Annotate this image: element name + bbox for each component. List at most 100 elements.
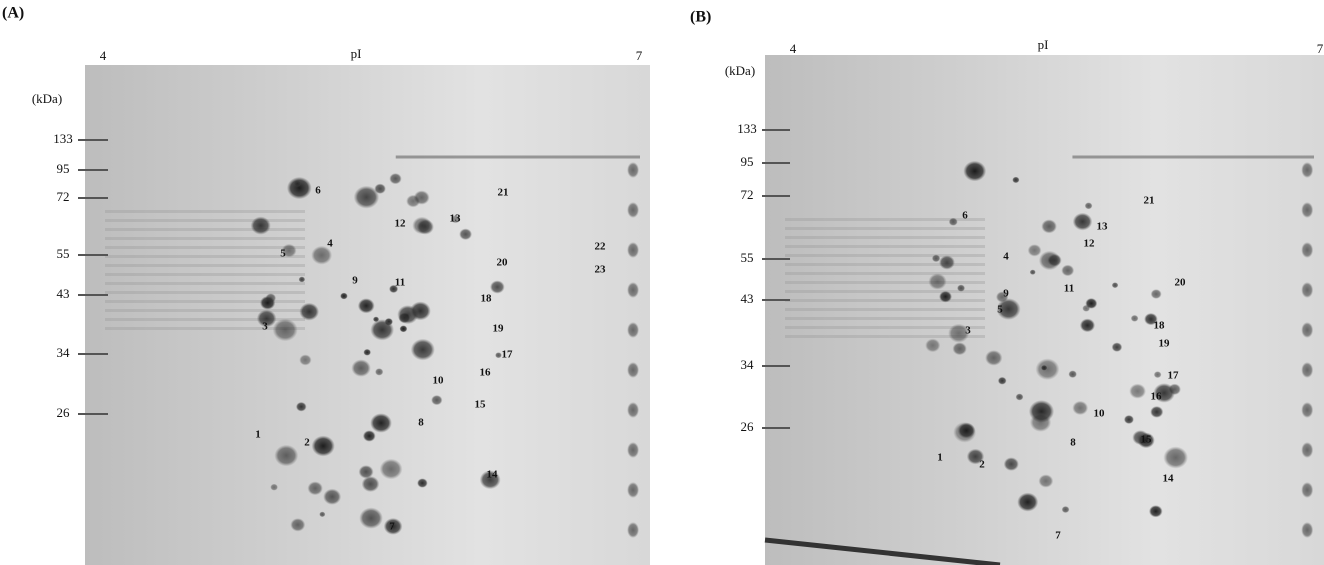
spot-label: 1 xyxy=(937,452,943,464)
protein-spot xyxy=(1017,492,1039,512)
protein-spot xyxy=(1163,446,1188,469)
mw-marker-label: 34 xyxy=(57,345,71,360)
streak xyxy=(785,317,985,320)
protein-spot xyxy=(925,338,941,353)
mw-marker-label: 26 xyxy=(57,405,71,420)
protein-spot xyxy=(627,362,640,378)
protein-spot xyxy=(1148,505,1163,518)
streak xyxy=(785,299,985,302)
spot-label: 11 xyxy=(1064,283,1074,295)
spot-label: 17 xyxy=(1168,370,1180,382)
mw-marker-label: 26 xyxy=(741,419,755,434)
panel-label: (B) xyxy=(690,9,711,26)
protein-spot xyxy=(627,162,640,178)
protein-spot xyxy=(1111,282,1119,289)
protein-spot xyxy=(957,422,976,439)
streak xyxy=(785,335,985,338)
protein-spot xyxy=(627,242,640,258)
mw-marker-label: 55 xyxy=(741,250,754,265)
protein-spot xyxy=(1150,289,1162,299)
protein-spot xyxy=(996,298,1021,320)
spot-label: 6 xyxy=(962,210,968,222)
protein-spot xyxy=(370,413,392,433)
protein-spot xyxy=(307,481,323,496)
protein-spot xyxy=(1015,393,1024,401)
streak xyxy=(105,273,305,276)
protein-spot xyxy=(1129,383,1146,399)
spot-label: 7 xyxy=(1055,530,1061,542)
protein-spot xyxy=(931,254,941,263)
mw-marker-label: 133 xyxy=(53,131,73,146)
protein-spot xyxy=(410,338,435,361)
protein-spot xyxy=(1301,482,1314,498)
protein-spot xyxy=(939,290,952,303)
spot-label: 22 xyxy=(595,241,607,253)
streak xyxy=(105,264,305,267)
spot-label: 21 xyxy=(498,187,509,199)
streak xyxy=(785,218,985,221)
protein-spot xyxy=(357,298,375,314)
spot-label: 10 xyxy=(1094,408,1106,420)
streak xyxy=(105,300,305,303)
spot-label: 7 xyxy=(389,521,395,533)
protein-spot xyxy=(1301,322,1314,338)
protein-spot xyxy=(627,482,640,498)
protein-spot xyxy=(1301,362,1314,378)
protein-spot xyxy=(1041,219,1057,234)
protein-spot xyxy=(1130,314,1139,322)
protein-spot xyxy=(290,518,306,532)
spot-label: 9 xyxy=(1003,288,1009,300)
protein-spot xyxy=(495,352,502,359)
streak xyxy=(105,219,305,222)
pi-start: 4 xyxy=(100,48,107,63)
protein-spot xyxy=(939,255,955,270)
protein-spot xyxy=(1085,298,1098,309)
spot-label: 20 xyxy=(1175,277,1187,289)
protein-spot xyxy=(1301,282,1314,298)
protein-spot xyxy=(1111,342,1123,352)
mw-unit: (kDa) xyxy=(725,63,755,78)
streak xyxy=(785,263,985,266)
pi-end: 7 xyxy=(636,48,643,63)
protein-spot xyxy=(359,507,383,529)
protein-spot xyxy=(340,292,348,300)
protein-spot xyxy=(363,348,371,356)
mw-unit: (kDa) xyxy=(32,91,62,106)
streak xyxy=(785,272,985,275)
protein-spot xyxy=(966,448,985,465)
protein-spot xyxy=(1068,370,1077,378)
protein-spot xyxy=(362,430,376,442)
pi-end: 7 xyxy=(1317,41,1324,56)
protein-spot xyxy=(1168,383,1181,396)
protein-spot xyxy=(1137,432,1155,449)
gel-spots xyxy=(105,155,1314,538)
spot-label: 19 xyxy=(1159,338,1171,350)
mw-marker-label: 72 xyxy=(57,189,70,204)
protein-spot xyxy=(627,282,640,298)
protein-spot xyxy=(1301,162,1314,178)
mw-marker-label: 95 xyxy=(57,161,70,176)
protein-spot xyxy=(985,350,1003,366)
streak xyxy=(785,227,985,230)
spot-label: 5 xyxy=(997,304,1003,316)
protein-spot xyxy=(375,368,384,376)
protein-spot xyxy=(295,401,307,412)
streak xyxy=(105,210,305,213)
protein-spot xyxy=(948,323,970,343)
protein-spot xyxy=(1084,202,1093,210)
spot-label: 1 xyxy=(255,429,261,441)
protein-spot xyxy=(1003,457,1019,471)
protein-spot xyxy=(409,301,431,321)
spot-label: 6 xyxy=(315,185,321,197)
streak xyxy=(105,318,305,321)
protein-spot xyxy=(370,319,395,341)
spot-label: 23 xyxy=(595,264,607,276)
mw-marker-label: 43 xyxy=(57,286,70,301)
protein-spot xyxy=(928,273,947,290)
protein-spot xyxy=(627,322,640,338)
streak xyxy=(105,237,305,240)
spot-label: 3 xyxy=(965,325,971,337)
spot-label: 15 xyxy=(475,399,487,411)
protein-spot xyxy=(351,359,371,377)
spot-label: 5 xyxy=(280,248,286,260)
